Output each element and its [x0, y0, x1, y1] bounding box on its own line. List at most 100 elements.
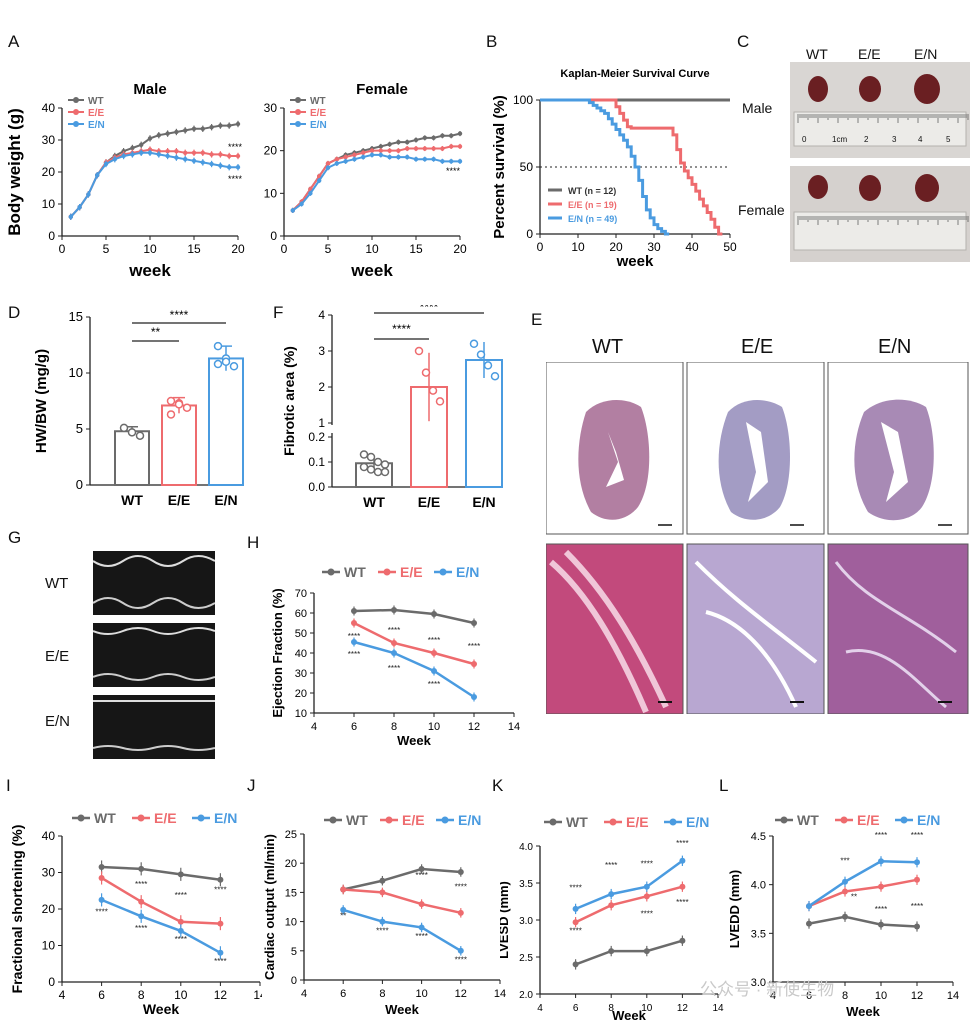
series-line-2	[575, 859, 684, 911]
significance-label: ****	[135, 924, 147, 933]
data-point	[177, 918, 184, 925]
significance-label: ****	[214, 957, 226, 966]
y-tick-label: 3.0	[519, 916, 533, 927]
y-tick-label: 5	[291, 946, 297, 958]
x-tick-label: 8	[379, 988, 385, 1000]
x-tick-label: 12	[455, 988, 467, 1000]
category-label: WT	[363, 494, 385, 510]
category-label: E/N	[214, 492, 237, 508]
data-point	[227, 153, 232, 159]
y-tick-label: 0	[76, 477, 83, 492]
data-point	[379, 918, 386, 925]
data-point	[608, 891, 615, 898]
x-axis-label: Week	[385, 1002, 419, 1017]
data-point	[218, 163, 223, 168]
legend-marker-wt	[327, 568, 335, 576]
legend-marker-ee	[840, 816, 848, 824]
x-tick-label: 5	[103, 242, 110, 256]
data-point	[806, 903, 812, 910]
y-tick-label: 40	[42, 101, 56, 115]
data-point	[213, 341, 223, 351]
series-line-0	[575, 939, 683, 966]
legend-marker-wt	[780, 816, 788, 824]
data-point	[418, 866, 425, 873]
significance-label: ****	[392, 322, 411, 336]
significance-label: ****	[569, 883, 581, 892]
data-point	[209, 152, 214, 157]
chart-lvesd: 2.0 2.5 3.0 3.5 4.0 4 6 8 10 12 14 Week LVESD (mm) WT…	[500, 814, 724, 1020]
legend-label-en: E/N	[456, 564, 479, 580]
chart-lvedd: 3.0 3.5 4.0 4.5 4 6 8 10 12 14 Week LVEDD (mm) WT E/E…	[727, 812, 959, 1019]
data-point	[440, 133, 445, 138]
series-line-1	[70, 148, 238, 218]
y-tick-label: 20	[42, 902, 56, 916]
data-point	[457, 947, 464, 954]
bar-2	[208, 357, 244, 486]
legend-label-ee: E/E	[88, 108, 104, 119]
data-point	[147, 136, 153, 141]
significance-label: ****	[875, 905, 887, 914]
series-line-2	[353, 640, 475, 699]
x-tick-label: 14	[508, 721, 520, 733]
y-axis-label: Body weight (g)	[5, 108, 24, 235]
y-axis-label: Percent survival (%)	[491, 95, 508, 238]
data-point	[431, 611, 437, 617]
data-point	[352, 152, 357, 158]
data-point	[165, 153, 170, 159]
data-point	[914, 923, 920, 930]
data-point	[431, 157, 436, 162]
data-point	[227, 165, 232, 170]
data-point	[449, 133, 454, 138]
significance-label: ***	[840, 856, 849, 865]
ruler-label-5: 5	[946, 135, 951, 144]
x-tick-label: 14	[253, 988, 262, 1002]
data-point	[218, 123, 223, 128]
y-tick-label: 10	[42, 197, 56, 211]
significance-label: ****	[641, 909, 653, 918]
heart-en-male	[914, 74, 940, 104]
y-tick-label: 60	[295, 608, 307, 620]
data-point	[317, 178, 322, 183]
y-tick-label: 10	[264, 186, 278, 200]
data-point	[183, 150, 188, 155]
data-point	[351, 639, 357, 645]
heart-wt-male	[808, 76, 828, 102]
data-point	[213, 359, 223, 369]
ruler-label-1cm: 1cm	[832, 135, 848, 144]
panel-letter-e: E	[531, 310, 543, 329]
photo-row-female: Female	[738, 202, 785, 218]
data-point	[413, 157, 419, 162]
data-point	[200, 150, 205, 155]
chart-title: Female	[356, 81, 408, 98]
y-tick-label: 0.0	[308, 480, 325, 494]
legend-label-ee: E/E	[626, 814, 649, 830]
data-point	[191, 150, 197, 155]
data-point	[387, 142, 392, 147]
x-tick-label: 12	[214, 988, 228, 1002]
data-point	[103, 161, 109, 167]
echo-row-wt: WT	[45, 575, 69, 592]
watermark: 公众号 · 新使生物	[700, 980, 835, 999]
legend-marker-ee	[295, 109, 301, 115]
data-point	[359, 450, 369, 459]
data-point	[369, 152, 375, 158]
data-point	[457, 131, 463, 136]
y-tick-label: 30	[42, 866, 56, 880]
x-axis-label: Week	[397, 733, 431, 748]
data-point	[119, 423, 129, 433]
data-point	[380, 467, 390, 477]
significance-label: ****	[135, 880, 147, 889]
series-line-2	[808, 860, 918, 908]
data-point	[483, 361, 493, 370]
y-tick-label: 20	[264, 144, 278, 158]
histology-panel	[546, 362, 969, 714]
y-tick-label: 5	[76, 421, 83, 436]
data-point	[391, 607, 397, 613]
series-line-1	[292, 145, 460, 212]
y-tick-label: 15	[69, 309, 83, 324]
data-point	[130, 152, 135, 157]
heart-photo	[790, 62, 970, 262]
significance-label: ****	[415, 932, 427, 941]
panel-letter-d: D	[8, 303, 21, 322]
y-tick-label: 20	[295, 688, 307, 700]
